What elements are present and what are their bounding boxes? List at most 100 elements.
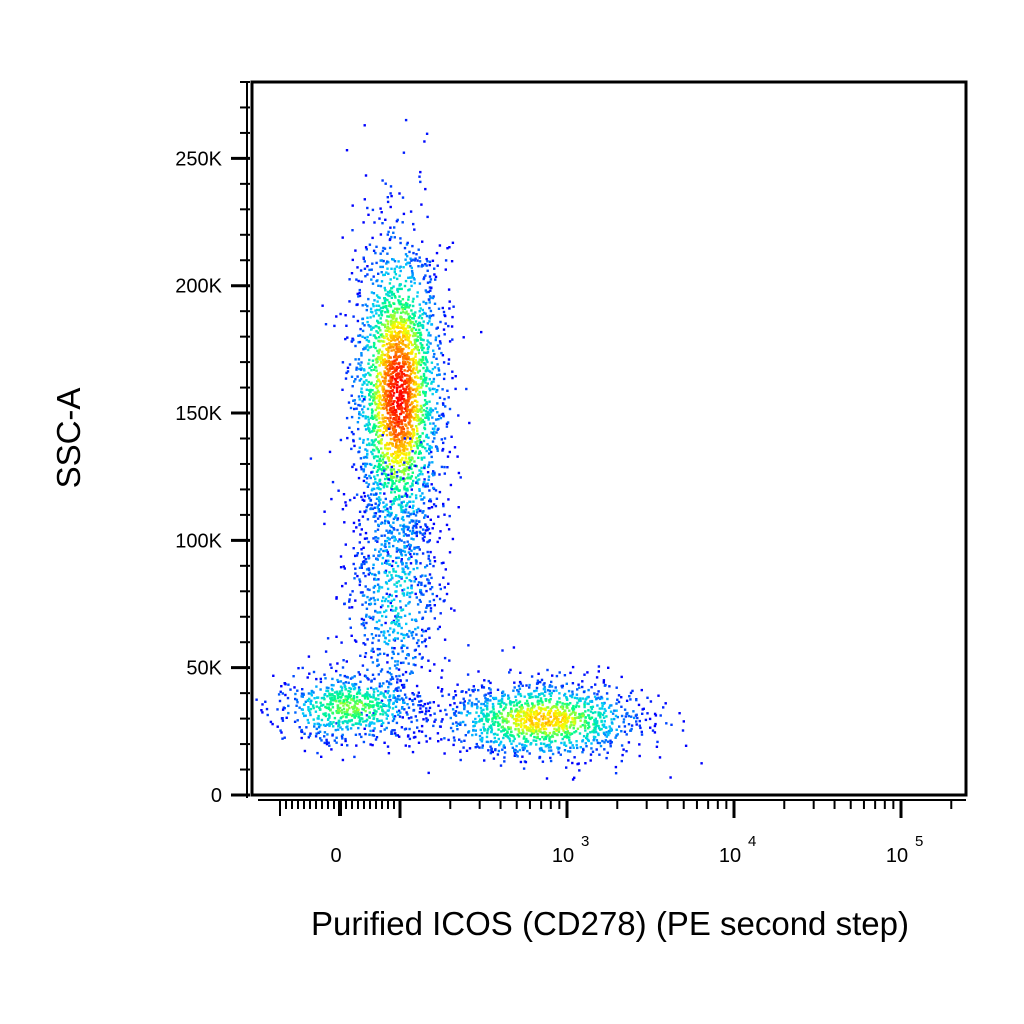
data-point-0 xyxy=(398,355,402,358)
data-point-0 xyxy=(418,469,421,472)
data-point-0 xyxy=(385,409,389,412)
data-point-0 xyxy=(379,425,382,428)
data-point-0 xyxy=(402,357,405,360)
data-point-3 xyxy=(477,700,480,703)
data-point-2 xyxy=(377,697,380,701)
data-point-3 xyxy=(524,740,527,743)
data-point-3 xyxy=(536,695,540,699)
data-point-0 xyxy=(388,238,392,242)
data-point-0 xyxy=(395,389,399,392)
data-point-1 xyxy=(407,662,410,665)
data-point-0 xyxy=(405,504,408,507)
data-point-2 xyxy=(352,723,355,727)
data-point-0 xyxy=(433,556,436,559)
data-point-0 xyxy=(407,399,410,402)
data-point-0 xyxy=(406,326,410,329)
data-point-3 xyxy=(525,744,528,748)
data-point-0 xyxy=(379,339,382,343)
data-point-1 xyxy=(376,583,380,586)
data-point-3 xyxy=(508,737,511,741)
data-point-0 xyxy=(382,432,385,435)
data-point-3 xyxy=(400,726,404,729)
data-point-0 xyxy=(400,375,404,378)
data-point-0 xyxy=(352,399,355,402)
data-point-2 xyxy=(400,646,403,650)
data-point-1 xyxy=(417,639,420,642)
data-point-1 xyxy=(390,472,393,475)
data-point-0 xyxy=(351,385,354,388)
data-point-0 xyxy=(395,383,399,387)
data-point-1 xyxy=(387,478,390,481)
data-point-2 xyxy=(340,743,343,746)
data-point-2 xyxy=(319,701,322,704)
data-point-0 xyxy=(420,383,423,386)
data-point-3 xyxy=(518,705,521,709)
data-point-1 xyxy=(432,598,436,602)
data-point-0 xyxy=(412,510,415,513)
data-point-3 xyxy=(586,721,589,724)
data-point-1 xyxy=(427,557,430,560)
data-point-0 xyxy=(392,502,395,505)
data-point-3 xyxy=(544,690,547,694)
data-point-0 xyxy=(352,440,355,443)
data-point-2 xyxy=(293,686,296,689)
data-point-3 xyxy=(632,710,635,713)
data-point-0 xyxy=(388,282,392,285)
data-point-2 xyxy=(362,740,366,744)
data-point-0 xyxy=(384,380,387,383)
data-point-3 xyxy=(440,676,443,679)
data-point-0 xyxy=(381,385,384,388)
data-point-0 xyxy=(417,316,421,319)
data-point-2 xyxy=(355,712,358,716)
data-point-0 xyxy=(436,373,439,377)
data-point-2 xyxy=(315,677,318,681)
data-point-3 xyxy=(512,722,516,725)
data-point-2 xyxy=(330,722,333,726)
data-point-2 xyxy=(281,717,284,720)
data-point-0 xyxy=(389,226,392,229)
data-point-0 xyxy=(407,421,410,424)
data-point-1 xyxy=(443,656,447,660)
data-point-3 xyxy=(605,715,608,718)
data-point-0 xyxy=(420,317,424,320)
data-point-0 xyxy=(363,395,367,399)
data-point-2 xyxy=(339,696,343,699)
data-point-2 xyxy=(331,734,334,737)
data-point-3 xyxy=(594,736,597,739)
data-point-0 xyxy=(376,349,379,353)
data-point-0 xyxy=(407,468,410,472)
data-point-3 xyxy=(548,712,552,715)
data-point-1 xyxy=(438,625,441,629)
data-point-3 xyxy=(630,727,633,731)
data-point-0 xyxy=(421,263,424,267)
data-point-3 xyxy=(544,717,547,720)
data-point-3 xyxy=(443,752,446,755)
data-point-3 xyxy=(568,726,572,729)
data-point-0 xyxy=(369,416,373,420)
data-point-1 xyxy=(449,703,452,707)
data-point-3 xyxy=(506,714,510,718)
data-point-1 xyxy=(403,571,406,574)
data-point-0 xyxy=(429,500,433,503)
data-point-1 xyxy=(348,606,351,609)
data-point-3 xyxy=(625,750,628,753)
data-point-2 xyxy=(411,699,414,703)
data-point-0 xyxy=(376,517,380,520)
data-point-2 xyxy=(339,680,343,683)
data-point-2 xyxy=(282,706,285,709)
data-point-3 xyxy=(587,727,590,730)
data-point-0 xyxy=(439,416,443,420)
data-point-0 xyxy=(377,440,380,443)
data-point-0 xyxy=(373,425,377,428)
data-point-0 xyxy=(386,373,390,377)
data-point-0 xyxy=(400,470,403,473)
data-point-2 xyxy=(397,695,400,698)
data-point-2 xyxy=(402,698,405,701)
data-point-0 xyxy=(430,431,433,434)
data-point-1 xyxy=(397,686,400,689)
data-point-3 xyxy=(575,716,579,719)
data-point-2 xyxy=(376,701,379,704)
data-point-0 xyxy=(429,342,432,345)
data-point-1 xyxy=(427,582,430,585)
data-point-0 xyxy=(358,334,362,337)
